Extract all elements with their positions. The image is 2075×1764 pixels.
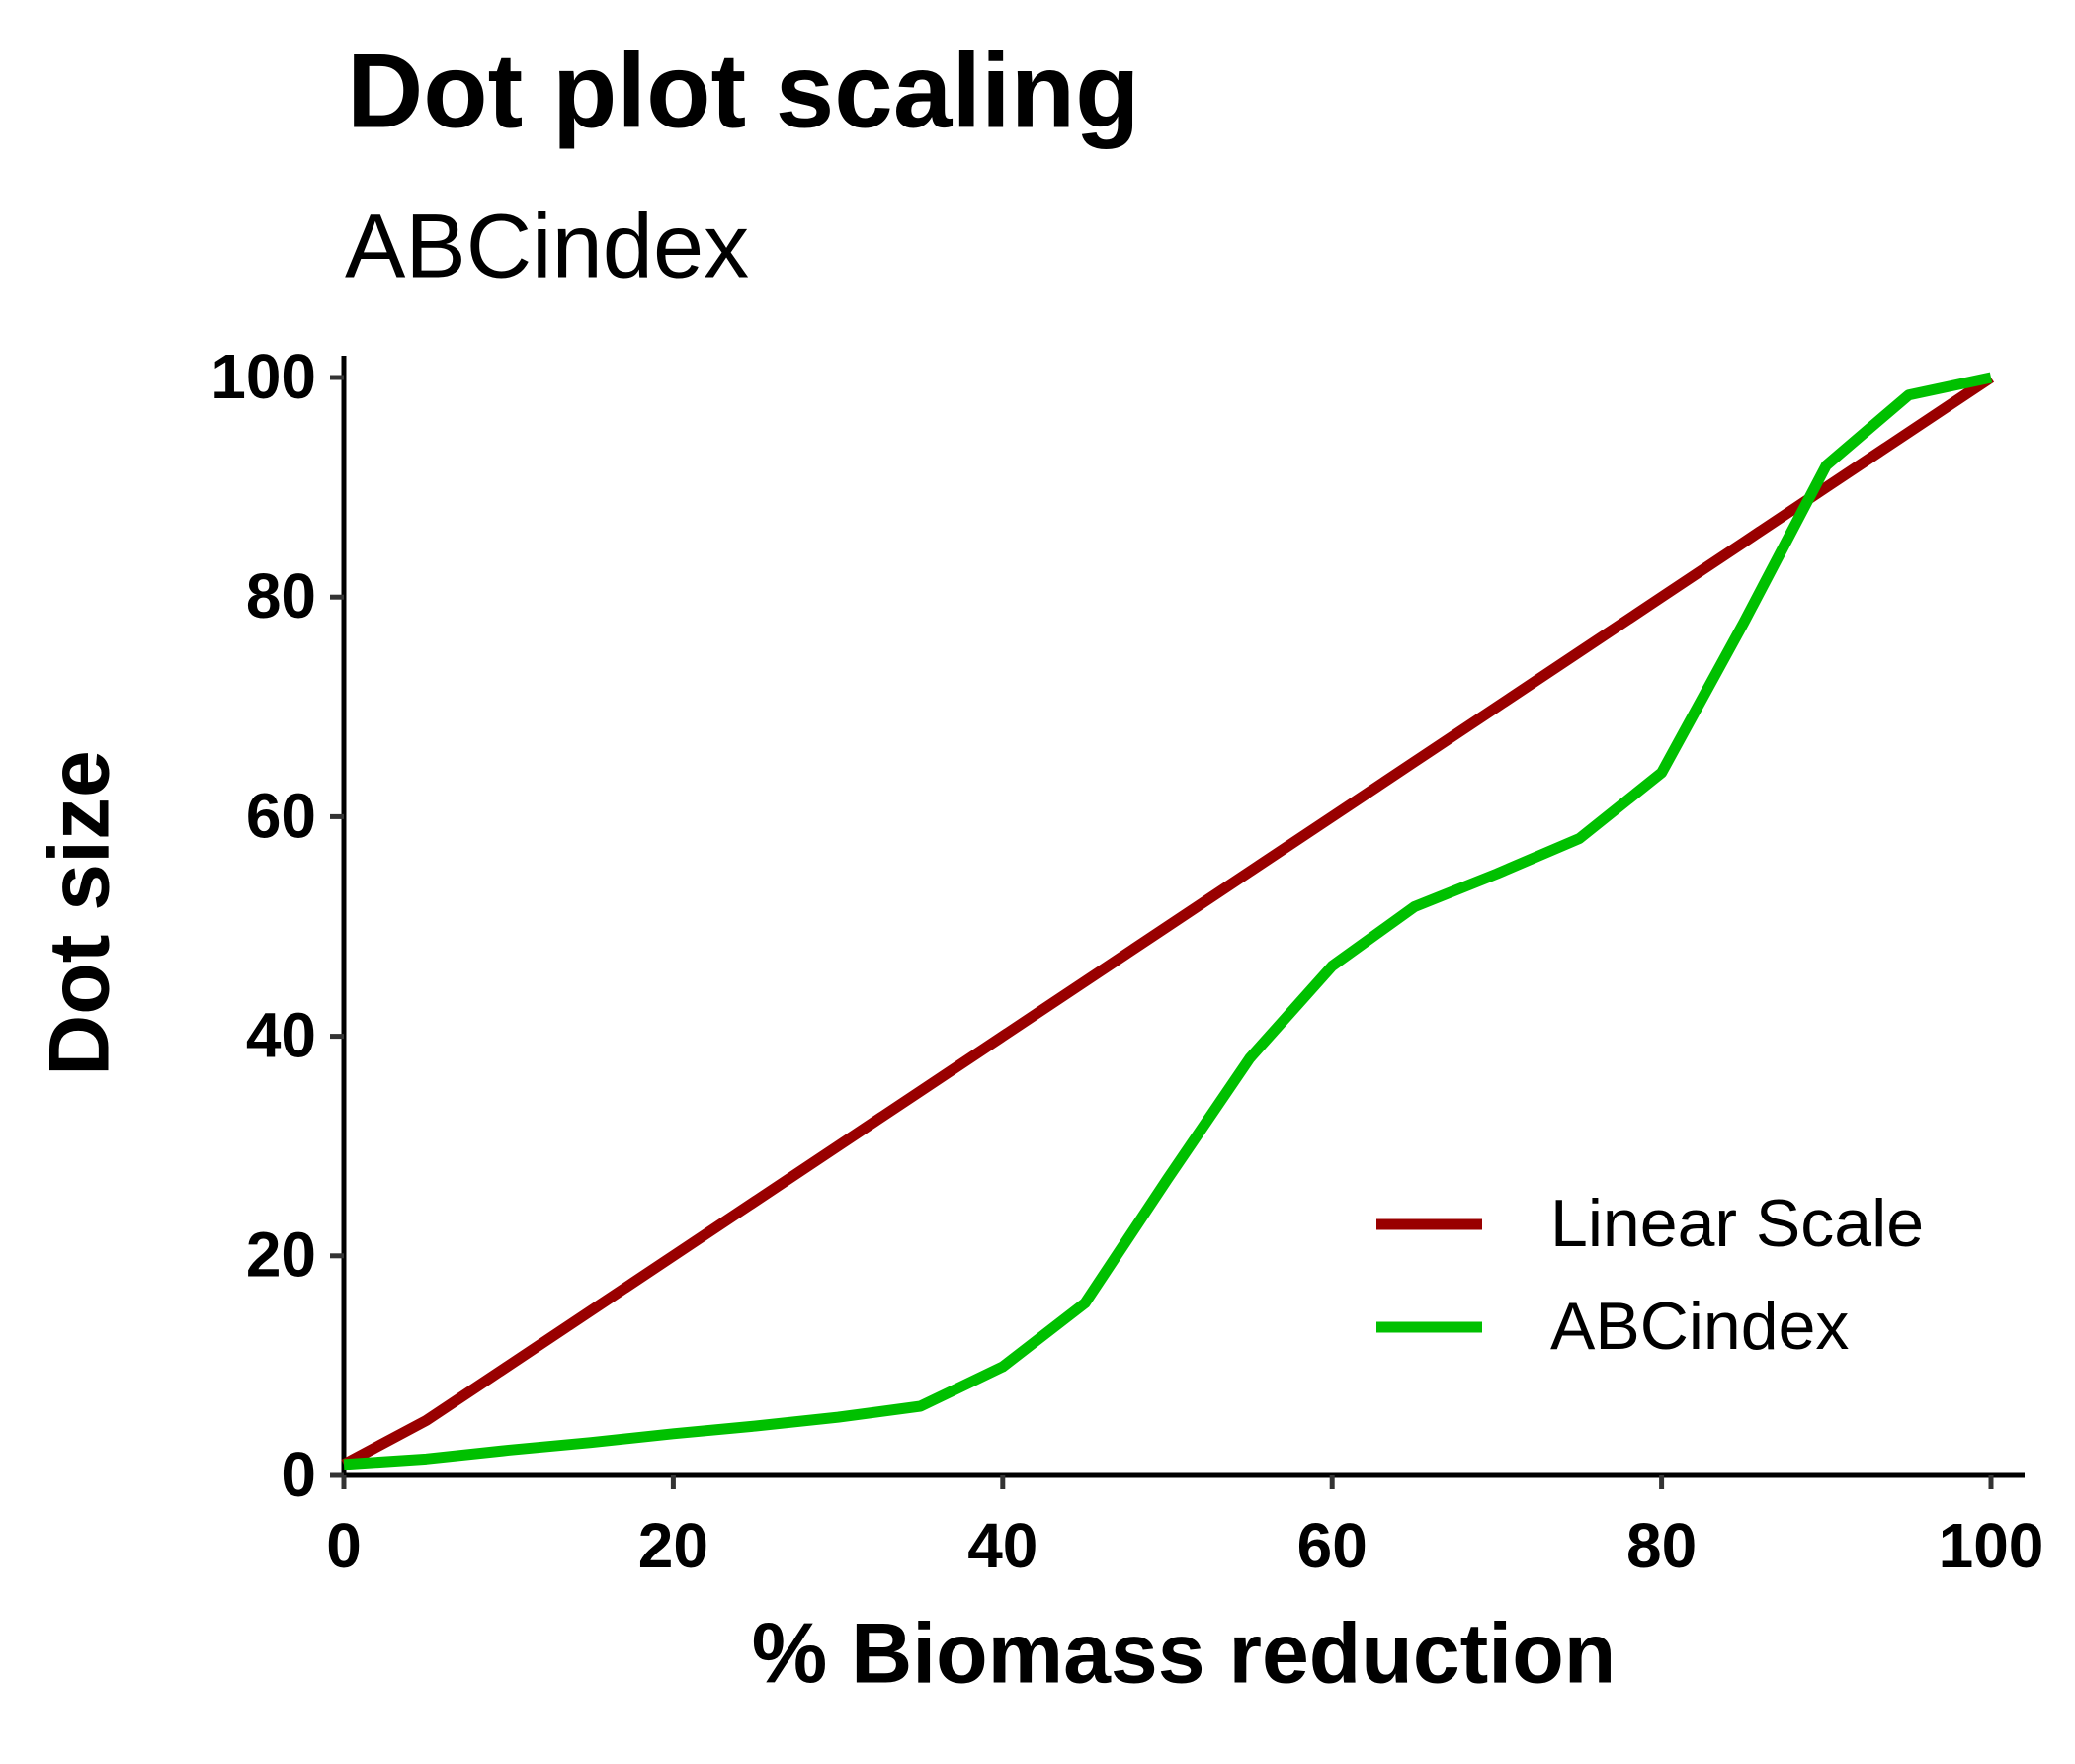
x-tick-label: 60 bbox=[1297, 1510, 1368, 1581]
y-axis-label: Dot size bbox=[33, 750, 127, 1076]
chart-subtitle: ABCindex bbox=[345, 196, 749, 296]
x-axis-label: % Biomass reduction bbox=[752, 1607, 1617, 1702]
y-tick-label: 60 bbox=[246, 780, 316, 851]
x-tick-label: 40 bbox=[967, 1510, 1038, 1581]
series-line bbox=[343, 372, 1993, 1470]
chart-title: Dot plot scaling bbox=[347, 31, 1140, 149]
legend-label: ABCindex bbox=[1550, 1289, 1849, 1364]
series-line bbox=[341, 373, 1995, 1470]
y-tick-label: 40 bbox=[246, 1000, 316, 1071]
y-tick-label: 80 bbox=[246, 560, 316, 631]
x-tick-label: 20 bbox=[638, 1510, 708, 1581]
y-tick-label: 0 bbox=[281, 1439, 316, 1510]
x-tick-label: 100 bbox=[1939, 1510, 2044, 1581]
x-tick-label: 0 bbox=[326, 1510, 362, 1581]
legend-label: Linear Scale bbox=[1550, 1186, 1924, 1261]
y-tick-label: 20 bbox=[246, 1219, 316, 1291]
x-tick-label: 80 bbox=[1626, 1510, 1697, 1581]
y-tick-label: 100 bbox=[210, 341, 316, 412]
